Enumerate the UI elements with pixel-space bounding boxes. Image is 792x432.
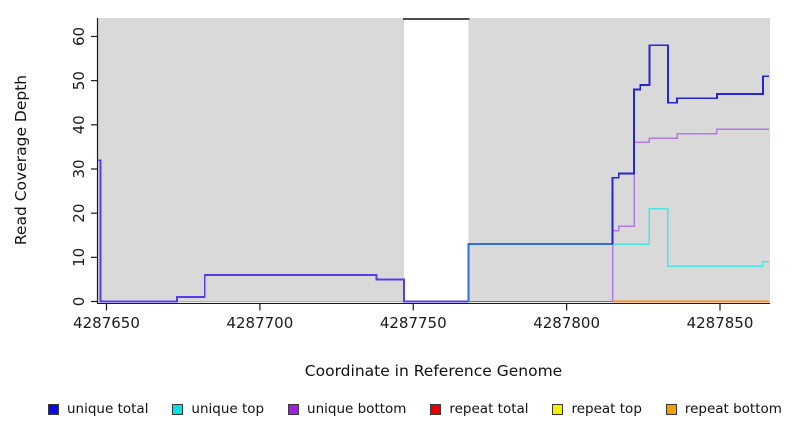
covered-region-right bbox=[468, 18, 770, 303]
legend-label: unique total bbox=[67, 401, 149, 417]
legend-swatch-repeat-bottom bbox=[665, 403, 677, 415]
legend-label: repeat bottom bbox=[684, 401, 782, 417]
series-line-unique-bottom bbox=[611, 128, 770, 302]
legend-item-repeat-bottom: repeat bottom bbox=[665, 401, 782, 417]
covered-region-left bbox=[97, 18, 405, 303]
x-tick-label: 4287800 bbox=[533, 314, 600, 332]
x-tick-label: 4287850 bbox=[687, 314, 754, 332]
legend-swatch-repeat-total bbox=[430, 403, 442, 415]
legend-item-repeat-total: repeat total bbox=[430, 401, 529, 417]
legend-label: repeat total bbox=[449, 401, 529, 417]
legend-swatch-unique-total bbox=[48, 403, 59, 415]
legend-label: unique bottom bbox=[307, 401, 407, 417]
legend-item-unique-total: unique total bbox=[48, 401, 148, 417]
series-line-unique-total bbox=[97, 159, 469, 303]
series-line-unique-total bbox=[467, 243, 613, 302]
x-tick-label: 4287750 bbox=[380, 314, 447, 332]
chart-canvas: 0 10 20 30 40 50 60 4287650 4287700 4287750 428780… bbox=[70, 18, 770, 332]
series-line-unique-total bbox=[611, 44, 770, 245]
legend-swatch-repeat-top bbox=[552, 403, 564, 415]
legend-item-unique-top: unique top bbox=[172, 401, 264, 417]
x-axis-label: Coordinate in Reference Genome bbox=[304, 362, 563, 380]
legend-label: unique top bbox=[191, 401, 265, 417]
y-tick-label: 50 bbox=[70, 71, 88, 90]
legend-item-repeat-top: repeat top bbox=[552, 401, 642, 417]
x-tick-label: 4287700 bbox=[226, 314, 293, 332]
y-tick-label: 30 bbox=[70, 159, 88, 178]
x-tick-label: 4287650 bbox=[73, 314, 140, 332]
legend-label: repeat top bbox=[571, 401, 642, 417]
y-tick-label: 0 bbox=[70, 297, 88, 307]
legend-item-unique-bottom: unique bottom bbox=[288, 401, 406, 417]
legend-swatch-unique-bottom bbox=[288, 403, 300, 415]
y-axis-label: Read Coverage Depth bbox=[12, 74, 30, 246]
y-tick-label: 10 bbox=[70, 248, 88, 267]
y-tick-label: 60 bbox=[70, 27, 88, 46]
legend-swatch-unique-top bbox=[172, 403, 184, 415]
y-tick-label: 20 bbox=[70, 204, 88, 223]
legend: unique total unique top unique bottom repea… bbox=[48, 401, 782, 417]
y-tick-label: 40 bbox=[70, 115, 88, 134]
